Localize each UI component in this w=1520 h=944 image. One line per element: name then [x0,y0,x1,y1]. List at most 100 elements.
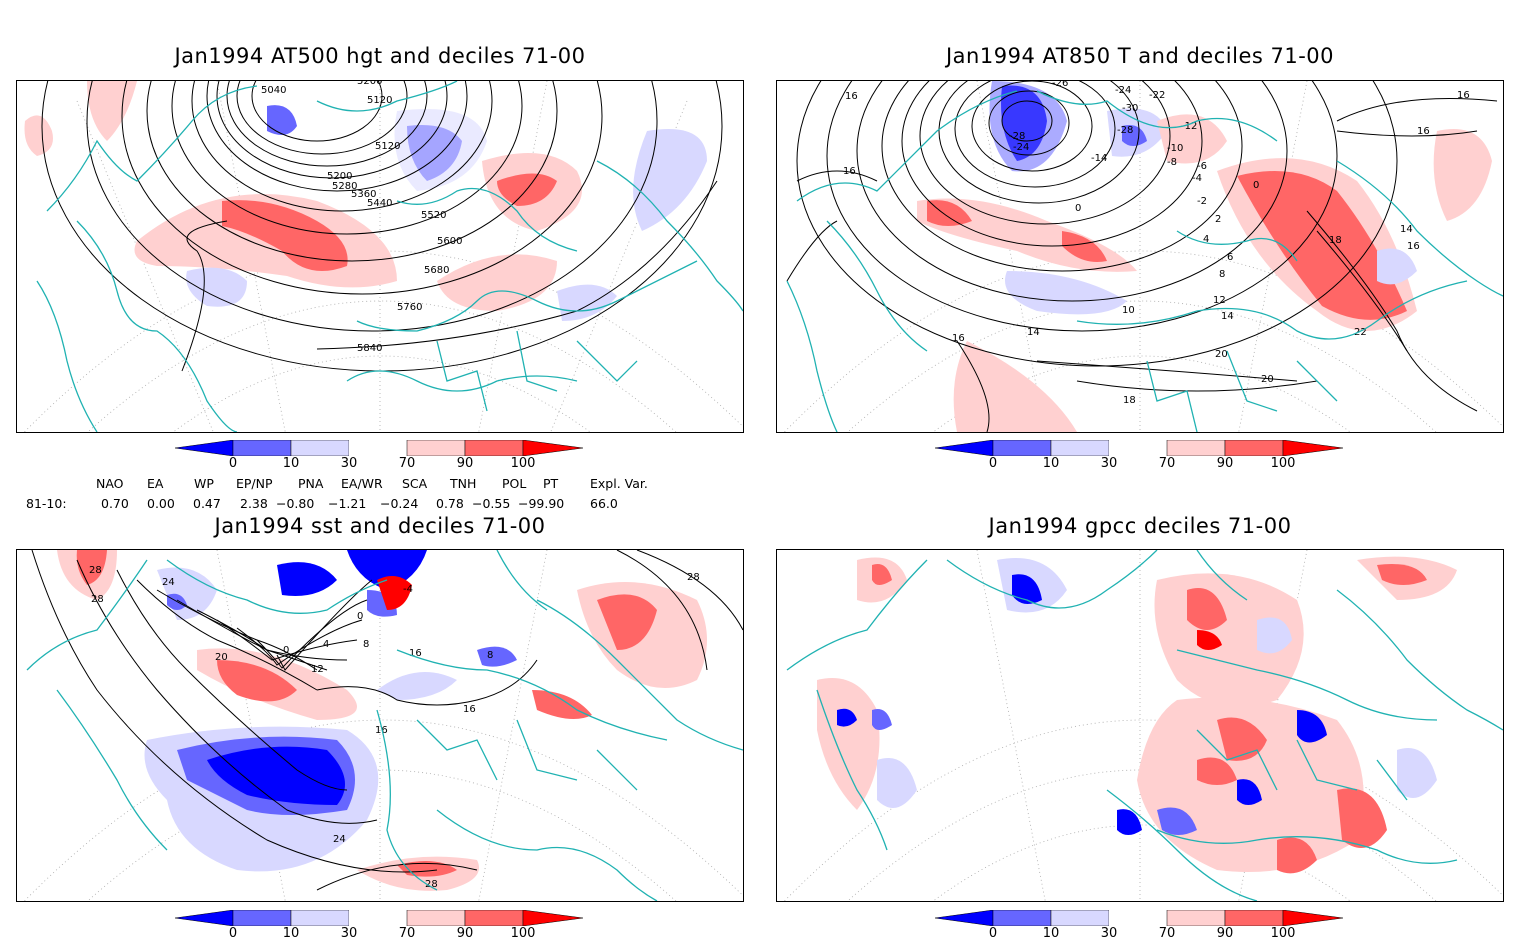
svg-text:24: 24 [333,834,346,845]
svg-text:18: 18 [1123,395,1136,406]
index-value: 0.70 [101,496,129,511]
svg-text:4: 4 [323,639,329,650]
svg-text:16: 16 [463,704,476,715]
colorbar-tick: 90 [1216,926,1234,941]
svg-text:2: 2 [1215,214,1221,225]
svg-text:16: 16 [843,166,856,177]
svg-text:5360: 5360 [351,189,376,200]
colorbar-sst: 0 10 30 70 90 100 [175,910,595,944]
teleconnection-index-table: NAO EA WP EP/NP PNA EA/WR SCA TNH POL PT… [0,472,700,512]
temperature-contours [786,81,1498,432]
index-value: −1.21 [328,496,367,511]
colorbar-tick: 70 [1158,926,1176,941]
svg-text:16: 16 [375,725,388,736]
colorbar-swatches [935,910,1344,926]
index-value: 0.78 [436,496,464,511]
index-value: 2.38 [240,496,268,511]
svg-text:0: 0 [1075,203,1081,214]
colorbar-swatches [175,440,584,456]
colorbar-tick: 0 [988,926,998,941]
svg-text:5680: 5680 [424,265,449,276]
coastlines [26,550,743,901]
svg-text:20: 20 [1215,349,1228,360]
svg-text:0: 0 [1253,180,1259,191]
svg-text:-22: -22 [1149,90,1165,101]
colorbar-hgt500: 0 10 30 70 90 100 [175,440,595,474]
coastlines [786,90,1503,432]
index-header: TNH [450,476,477,491]
index-header: SCA [402,476,428,491]
svg-text:5440: 5440 [367,198,392,209]
index-header: EA/WR [341,476,383,491]
coastlines [786,550,1503,901]
svg-text:-4: -4 [1192,173,1202,184]
index-header: PNA [298,476,324,491]
svg-text:20: 20 [1261,374,1274,385]
svg-text:-8: -8 [1167,157,1177,168]
sst-contours [31,550,743,891]
colorbar-tick: 90 [1216,456,1234,471]
svg-text:-24: -24 [1013,142,1029,153]
svg-text:28: 28 [425,879,438,890]
index-value: 66.0 [590,496,618,511]
index-header: POL [502,476,527,491]
index-header: Expl. Var. [590,476,648,491]
svg-text:8: 8 [1219,269,1225,280]
svg-text:5120: 5120 [375,141,400,152]
svg-text:5120: 5120 [367,95,392,106]
index-value: −0.55 [472,496,511,511]
colorbar-tick: 0 [228,926,238,941]
svg-text:12: 12 [311,664,324,675]
colorbar-tick: 90 [456,456,474,471]
svg-text:-14: -14 [1091,153,1107,164]
contour-labels-t850: 16 16 16 -26 -24 -30 -28 -24 -22 -14 -28… [843,81,1470,406]
svg-text:-26: -26 [1052,81,1068,89]
panel-title-hgt500: Jan1994 AT500 hgt and deciles 71-00 [174,44,586,68]
svg-text:5280: 5280 [332,181,357,192]
svg-text:10: 10 [1122,305,1135,316]
colorbar-tick: 30 [340,456,358,471]
colorbar-tick: 10 [1042,456,1060,471]
colorbar-tick: 30 [1100,456,1118,471]
map-gpcc [783,550,1503,901]
svg-text:-28: -28 [1117,125,1133,136]
svg-text:16: 16 [1457,90,1470,101]
svg-text:8: 8 [363,639,369,650]
svg-text:4: 4 [1203,234,1209,245]
svg-text:-30: -30 [1122,103,1138,114]
decile-shading-hgt500 [24,81,707,321]
svg-text:20: 20 [215,652,228,663]
svg-text:0: 0 [357,611,363,622]
index-header: EP/NP [236,476,273,491]
decile-shading-sst [57,550,707,891]
map-panel-hgt500: 5040 5200 5120 5120 5200 5280 5360 5440 … [16,80,744,433]
svg-text:28: 28 [89,565,102,576]
colorbar-swatches [935,440,1344,456]
map-sst: 28 28 24 20 0 4 0 -4 8 12 16 16 8 16 24 … [23,550,743,901]
index-value: −0.24 [380,496,419,511]
svg-text:18: 18 [1329,235,1342,246]
colorbar-tick: 100 [1270,926,1296,941]
colorbar-tick: 0 [228,456,238,471]
colorbar-gpcc: 0 10 30 70 90 100 [935,910,1355,944]
colorbar-tick: 10 [1042,926,1060,941]
index-header: PT [543,476,559,491]
svg-text:8: 8 [487,650,493,661]
colorbar-tick: 0 [988,456,998,471]
map-panel-gpcc [776,549,1504,902]
svg-text:16: 16 [845,91,858,102]
svg-text:5040: 5040 [261,85,286,96]
svg-text:14: 14 [1027,327,1040,338]
panel-title-t850: Jan1994 AT850 T and deciles 71-00 [945,44,1335,68]
svg-text:-28: -28 [1009,131,1025,142]
index-value: −0.80 [276,496,315,511]
svg-text:24: 24 [162,577,175,588]
colorbar-tick: 70 [1158,456,1176,471]
index-value: −99.90 [518,496,565,511]
panel-title-gpcc: Jan1994 gpcc deciles 71-00 [988,514,1292,538]
colorbar-tick: 10 [282,926,300,941]
index-header: WP [194,476,214,491]
coastlines [36,81,743,432]
colorbar-tick: 90 [456,926,474,941]
decile-shading-gpcc [817,556,1457,874]
